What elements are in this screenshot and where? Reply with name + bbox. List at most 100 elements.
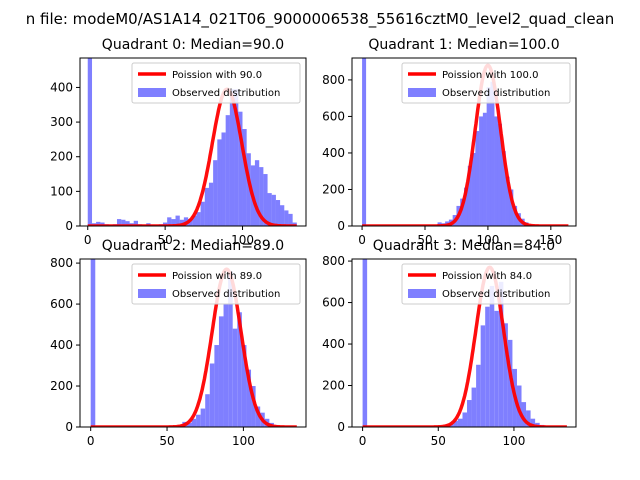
panel-title: Quadrant 3: Median=84.0 [373, 238, 555, 254]
histogram-bar [479, 116, 484, 226]
histogram-bar [275, 200, 281, 226]
histogram-bar [214, 345, 219, 427]
histogram-bar [480, 325, 486, 427]
poisson-curve [86, 87, 298, 226]
histogram-bar [200, 201, 205, 226]
x-tick-label: 50 [431, 434, 446, 448]
x-tick-label: 100 [232, 434, 255, 448]
histogram-bar [217, 139, 222, 226]
legend-bar-swatch [138, 289, 166, 298]
histogram-bar [186, 422, 192, 427]
histogram-bar [284, 210, 289, 226]
histogram-bar [232, 328, 238, 427]
histogram-bar [259, 167, 264, 226]
histogram-bar [462, 412, 468, 427]
y-tick-label: 400 [322, 146, 345, 160]
subplot-quadrant-0: 0 50 100 0 100 200 300 400 Quadrant 0: Median=90… [50, 37, 307, 247]
x-tick-label: 100 [502, 434, 525, 448]
histogram-bar [255, 406, 261, 427]
legend-box [131, 263, 301, 305]
histogram-bar [251, 386, 256, 427]
histogram-bar [501, 151, 506, 226]
legend-box [401, 62, 571, 104]
axes-frame [351, 258, 577, 428]
histogram-bar [241, 345, 247, 427]
histogram-bar [464, 187, 469, 226]
y-tick-label: 400 [322, 337, 345, 351]
y-tick-label: 400 [50, 338, 73, 352]
histogram-bar [213, 160, 218, 226]
poisson-curve [89, 267, 298, 427]
y-tick-label: 200 [322, 182, 345, 196]
panel-title: Quadrant 1: Median=100.0 [368, 37, 559, 53]
histogram-bar [237, 312, 242, 427]
histogram-bar [288, 213, 293, 226]
y-tick-label: 300 [50, 115, 73, 129]
histogram-bar [87, 58, 93, 226]
histogram-bar [171, 219, 176, 226]
y-tick-label: 0 [337, 219, 345, 233]
histogram-bar [486, 87, 491, 226]
histogram-bar [494, 310, 499, 427]
histogram-bar [223, 304, 229, 427]
histogram-bar [209, 363, 215, 427]
histogram-bar [205, 394, 210, 427]
histogram-bar [204, 187, 210, 226]
histogram-bar [505, 176, 510, 226]
histogram-bar [234, 89, 239, 226]
histogram-bar [503, 323, 508, 427]
histogram-bar [196, 414, 201, 427]
y-tick-label: 600 [322, 109, 345, 123]
histogram-bar [238, 111, 243, 226]
histogram-bar [96, 221, 101, 226]
histogram-bar [200, 408, 206, 427]
panel-title: Quadrant 2: Median=89.0 [102, 238, 284, 254]
y-tick-label: 600 [322, 296, 345, 310]
subplot-grid: 0 50 100 0 100 200 300 400 Quadrant 0: Median=90… [50, 37, 577, 448]
histogram-bar [490, 81, 495, 226]
histogram-bar [530, 418, 536, 427]
legend-bar-swatch [408, 289, 436, 298]
histogram-bar [482, 112, 487, 226]
histogram-bar [208, 182, 214, 226]
legend-bar-swatch [138, 88, 166, 97]
histogram-bar [460, 198, 465, 226]
figure-suptitle: n file: modeM0/AS1A14_021T06_9000006538_… [26, 10, 615, 29]
y-tick-label: 600 [50, 297, 73, 311]
axes-frame [79, 258, 307, 428]
legend-label-observed: Observed distribution [172, 289, 280, 300]
subplot-quadrant-3: 0 50 100 0 200 400 600 800 Quadrant 3: Median=84… [322, 238, 577, 448]
histogram-bar [254, 160, 260, 226]
histogram-bar [175, 215, 180, 226]
histogram-bar [467, 400, 472, 427]
histogram-bar [509, 189, 514, 226]
plot-area [86, 58, 298, 226]
histogram-bar [521, 402, 527, 427]
x-tick-label: 50 [157, 233, 172, 247]
legend-bar-swatch [408, 88, 436, 97]
legend-label-poisson: Poission with 84.0 [442, 271, 532, 282]
subplot-quadrant-1: 0 50 100 150 0 200 400 600 800 Quadrant 1: Median… [322, 37, 577, 247]
histogram-bar [507, 339, 513, 427]
histogram-bar [475, 131, 480, 226]
x-tick-label: 0 [359, 434, 367, 448]
y-tick-label: 800 [322, 73, 345, 87]
legend-label-observed: Observed distribution [442, 289, 550, 300]
legend: Poission with 90.0 Observed distribution [131, 62, 301, 104]
histogram-bar [513, 205, 518, 226]
y-tick-label: 400 [50, 80, 73, 94]
histogram-bar [476, 364, 481, 427]
legend: Poission with 84.0 Observed distribution [401, 263, 571, 305]
y-tick-label: 0 [65, 420, 73, 434]
x-tick-label: 50 [417, 233, 432, 247]
histogram-bar [116, 219, 122, 226]
x-tick-label: 50 [159, 434, 174, 448]
legend-label-observed: Observed distribution [442, 88, 550, 99]
y-tick-label: 100 [50, 184, 73, 198]
legend-box [131, 62, 301, 104]
histogram-bar [188, 219, 193, 226]
y-tick-label: 200 [322, 379, 345, 393]
panel-title: Quadrant 0: Median=90.0 [102, 37, 284, 53]
axes-frame [79, 57, 307, 227]
